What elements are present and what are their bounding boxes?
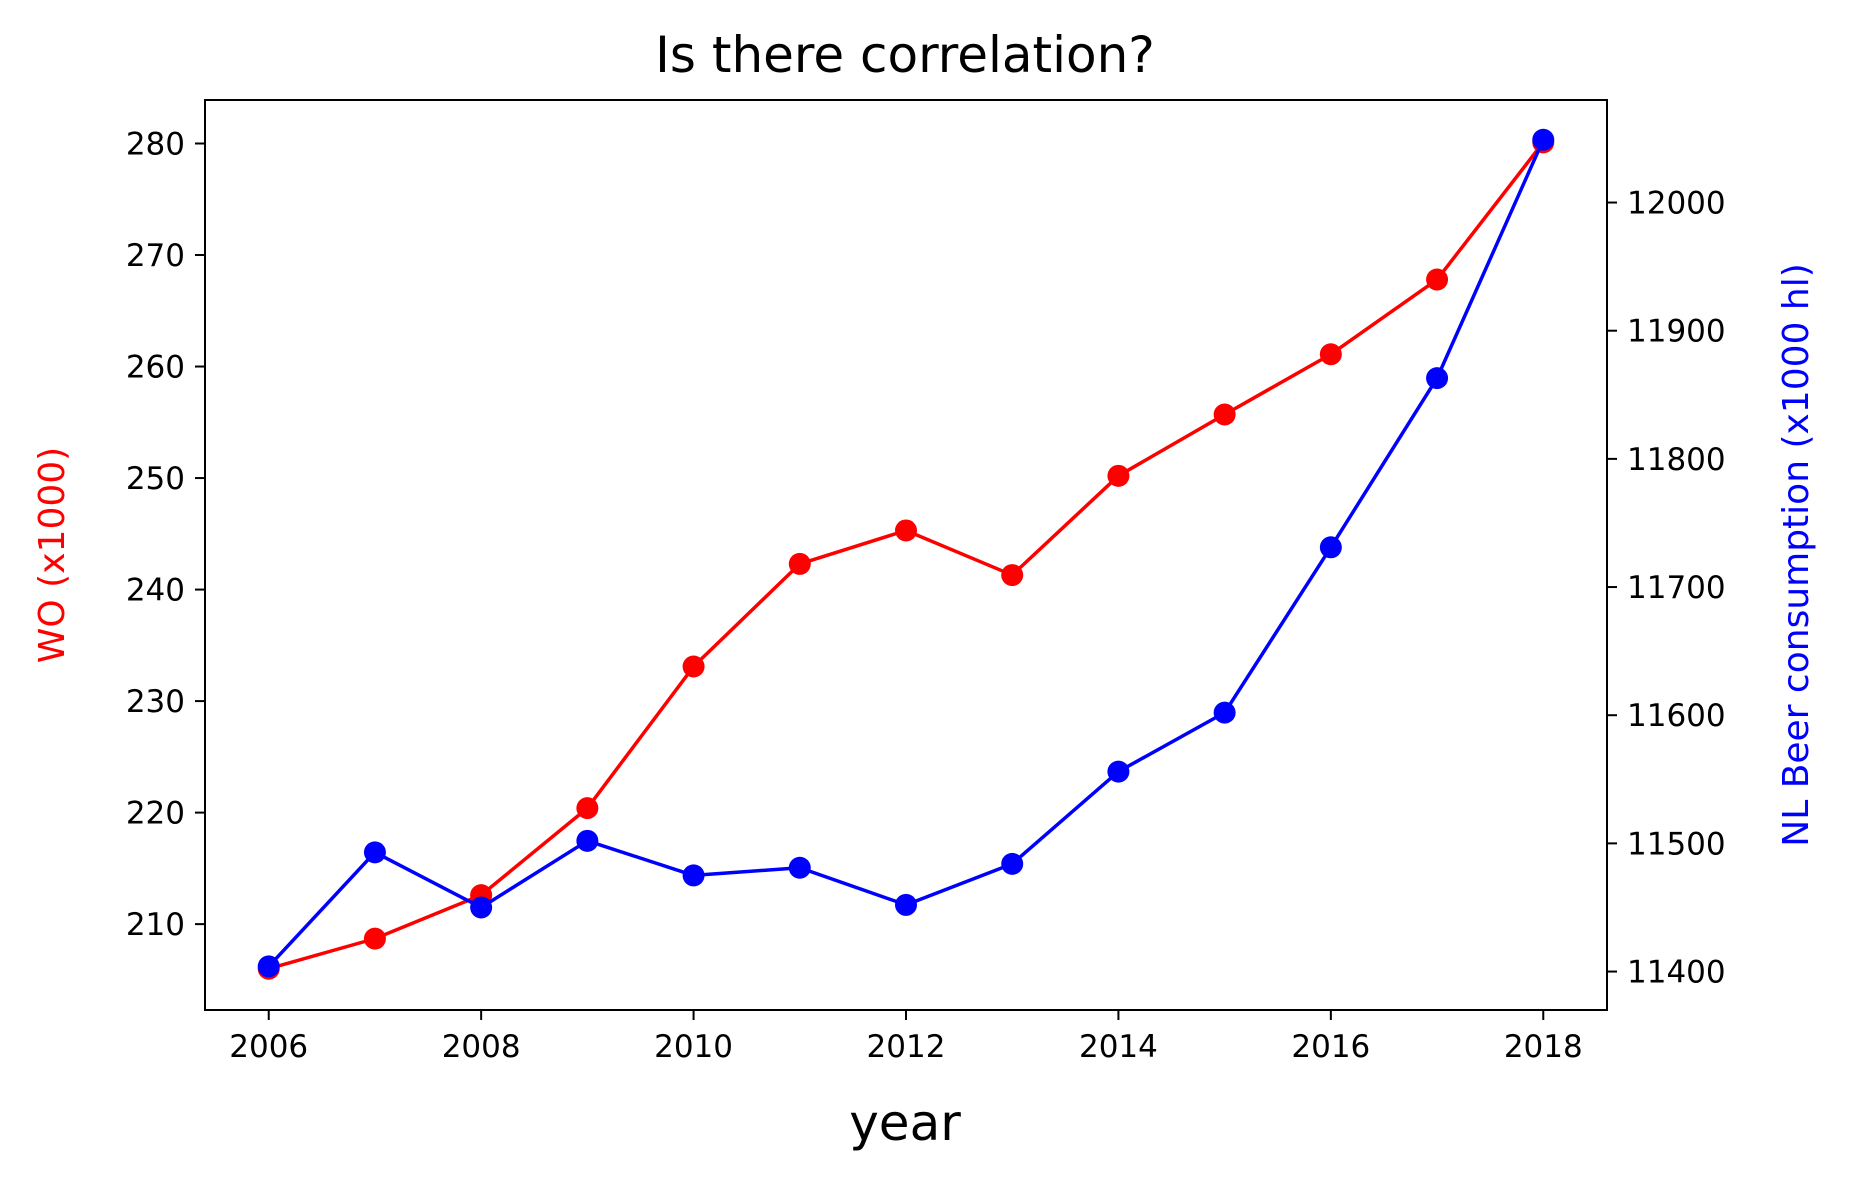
beer-series-point [1319, 536, 1342, 559]
wo-series-point [576, 797, 599, 820]
x-tick-label: 2018 [1504, 1029, 1583, 1065]
beer-series-point [682, 864, 705, 887]
beer-series-point [788, 856, 811, 879]
beer-series-point [363, 841, 386, 864]
x-tick-label: 2006 [229, 1029, 308, 1065]
beer-series-point [1107, 760, 1130, 783]
left-y-tick-label: 280 [126, 126, 185, 162]
wo-series-point [1426, 268, 1449, 291]
wo-series-point [788, 552, 811, 575]
x-tick-label: 2008 [442, 1029, 521, 1065]
wo-series-point [1107, 464, 1130, 487]
wo-series-point [363, 927, 386, 950]
plot-area: 2006 2008 2010 2012 2014 2016 2018 210 220 230 240… [126, 99, 1726, 1065]
left-axis-label: WO (x1000) [32, 447, 73, 663]
right-y-tick-label: 11700 [1627, 570, 1726, 606]
right-y-tick-label: 12000 [1627, 186, 1726, 222]
wo-series-point [895, 519, 917, 542]
right-axis-label: NL Beer consumption (x1000 hl) [1776, 263, 1817, 846]
x-tick-label: 2014 [1079, 1029, 1158, 1065]
right-y-tick-label: 11500 [1627, 826, 1726, 862]
right-y-tick-label: 11800 [1627, 442, 1726, 478]
x-tick-label: 2012 [867, 1029, 946, 1065]
beer-series-point [1532, 128, 1555, 151]
wo-series-line [268, 141, 1545, 971]
beer-series-point [470, 896, 493, 919]
x-tick-label: 2010 [654, 1029, 733, 1065]
left-y-tick-label: 260 [126, 350, 185, 386]
beer-series-point [895, 893, 917, 916]
right-y-tick-label: 11900 [1627, 314, 1726, 350]
x-tick-label: 2016 [1291, 1029, 1370, 1065]
beer-series-line [267, 139, 1545, 968]
x-axis-label: year [849, 1094, 961, 1152]
left-y-tick-label: 220 [126, 796, 185, 832]
wo-series-point [1001, 564, 1024, 587]
left-y-tick-label: 270 [126, 238, 185, 274]
left-y-tick-label: 250 [126, 461, 185, 497]
left-y-tick-label: 210 [126, 907, 185, 943]
beer-series-point [1426, 367, 1449, 390]
right-y-tick-label: 11600 [1627, 698, 1726, 734]
right-y-tick-label: 11400 [1627, 955, 1726, 991]
wo-series-point [682, 655, 705, 678]
beer-series-point [576, 829, 599, 852]
beer-series-point [1001, 852, 1024, 875]
beer-series-point [257, 955, 280, 978]
beer-series-point [1213, 701, 1236, 724]
left-y-tick-label: 230 [126, 684, 185, 720]
left-y-tick-label: 240 [126, 573, 185, 609]
wo-series-point [1319, 343, 1342, 366]
wo-series-point [1213, 403, 1236, 426]
chart-title: Is there correlation? [655, 26, 1155, 84]
